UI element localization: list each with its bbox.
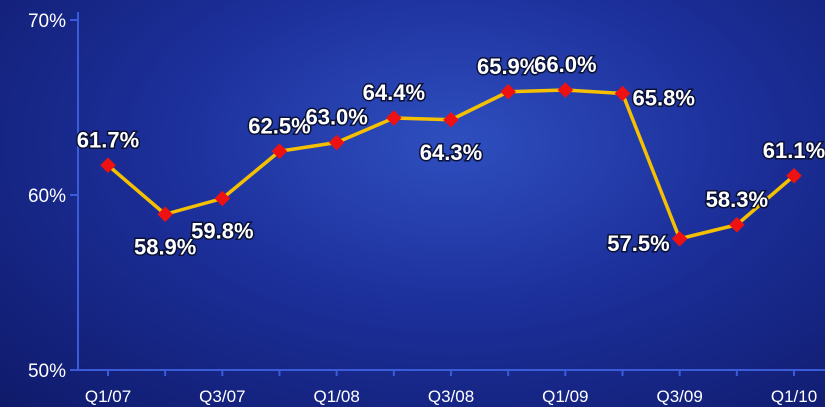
data-label: 61.1% (763, 138, 825, 163)
data-point (500, 83, 516, 100)
data-labels: 61.7% 58.9%59.8% 62.5%63.0%64.4% 64.3% 65.9%… (75, 51, 825, 261)
axes: 50% 60% 70% Q1/07 Q3/07 Q1/08 Q3/08 Q1/09 Q3/09 Q… (28, 11, 825, 406)
data-point (557, 82, 574, 98)
data-point (214, 190, 231, 207)
x-tick-label: Q3/09 (657, 387, 703, 406)
y-tick-label: 50% (28, 361, 66, 382)
data-point (100, 157, 116, 174)
x-tick-label: Q1/07 (85, 387, 131, 406)
data-point (671, 230, 688, 247)
data-point (271, 143, 288, 160)
data-point (157, 206, 173, 223)
data-point (614, 85, 631, 102)
data-label: 62.5% (248, 113, 310, 138)
data-point (786, 167, 802, 184)
y-tick-label: 70% (28, 11, 66, 32)
x-tick-label: Q3/08 (428, 387, 474, 406)
data-label: 65.9% (477, 54, 539, 79)
x-tick-label: Q3/07 (199, 387, 245, 406)
data-point (386, 110, 402, 126)
data-label: 59.8% (191, 219, 253, 244)
data-label: 58.9% (134, 234, 196, 259)
data-label: 58.3% (706, 187, 768, 212)
data-point (328, 134, 345, 151)
data-label: 65.8% (633, 86, 695, 111)
data-point (729, 216, 745, 233)
data-label: 66.0% (534, 52, 596, 77)
x-tick-label: Q1/10 (771, 387, 817, 406)
y-tick-label: 60% (28, 186, 66, 207)
data-label: 57.5% (607, 231, 669, 256)
x-tick-label: Q1/09 (542, 387, 588, 406)
data-label: 63.0% (305, 105, 367, 130)
data-label: 64.3% (420, 140, 482, 165)
x-tick-label: Q1/08 (314, 387, 360, 406)
data-label: 64.4% (363, 80, 425, 105)
data-label: 61.7% (77, 127, 139, 152)
data-point (443, 111, 459, 128)
